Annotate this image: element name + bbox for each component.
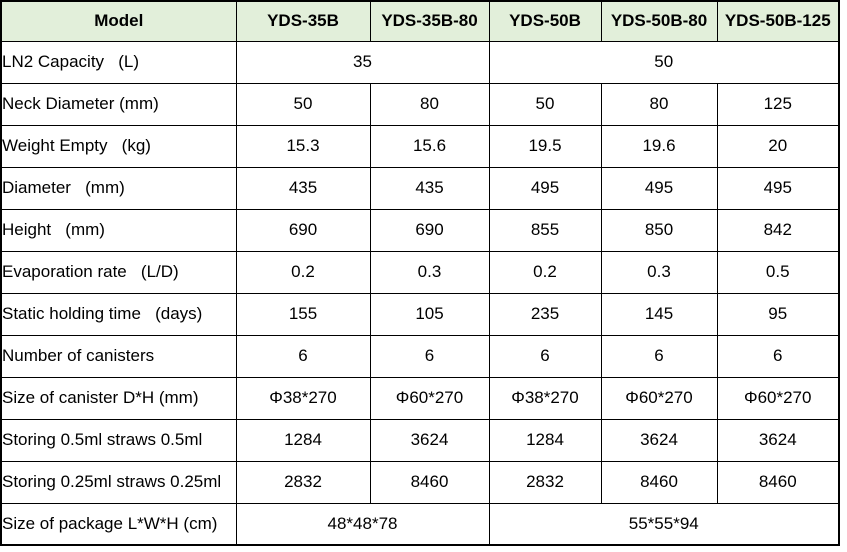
row-label: Size of package L*W*H (cm) bbox=[0, 502, 237, 546]
cell-value: 235 bbox=[488, 292, 602, 336]
cell-value: 850 bbox=[600, 208, 718, 252]
cell-value: 15.6 bbox=[369, 124, 490, 168]
table-row-number-of-canisters: Number of canisters 6 6 6 6 6 bbox=[0, 334, 840, 378]
table-row-neck-diameter: Neck Diameter (mm) 50 80 50 80 125 bbox=[0, 82, 840, 126]
cell-value: 80 bbox=[369, 82, 490, 126]
cell-value: 35 bbox=[235, 40, 490, 84]
cell-value: 20 bbox=[716, 124, 840, 168]
row-label: Neck Diameter (mm) bbox=[0, 82, 237, 126]
cell-value: 690 bbox=[235, 208, 371, 252]
cell-value: 50 bbox=[488, 40, 840, 84]
cell-value: 55*55*94 bbox=[488, 502, 840, 546]
row-label: Number of canisters bbox=[0, 334, 237, 378]
row-label: Storing 0.5ml straws 0.5ml bbox=[0, 418, 237, 462]
cell-value: 495 bbox=[488, 166, 602, 210]
column-header-yds-50b-125: YDS-50B-125 bbox=[716, 0, 840, 42]
column-header-yds-50b: YDS-50B bbox=[488, 0, 602, 42]
cell-value: 690 bbox=[369, 208, 490, 252]
cell-value: 855 bbox=[488, 208, 602, 252]
cell-value: Φ38*270 bbox=[235, 376, 371, 420]
cell-value: 8460 bbox=[600, 460, 718, 504]
row-label: Evaporation rate (L/D) bbox=[0, 250, 237, 294]
cell-value: 3624 bbox=[600, 418, 718, 462]
row-label: Storing 0.25ml straws 0.25ml bbox=[0, 460, 237, 504]
cell-value: 2832 bbox=[488, 460, 602, 504]
cell-value: 495 bbox=[716, 166, 840, 210]
row-label: Height (mm) bbox=[0, 208, 237, 252]
table-row-height: Height (mm) 690 690 855 850 842 bbox=[0, 208, 840, 252]
table-header-row: Model YDS-35B YDS-35B-80 YDS-50B YDS-50B… bbox=[0, 0, 840, 42]
cell-value: 3624 bbox=[369, 418, 490, 462]
cell-value: 50 bbox=[488, 82, 602, 126]
table-row-package-size: Size of package L*W*H (cm) 48*48*78 55*5… bbox=[0, 502, 840, 546]
cell-value: Φ60*270 bbox=[716, 376, 840, 420]
row-label: Size of canister D*H (mm) bbox=[0, 376, 237, 420]
table-row-storing-05ml: Storing 0.5ml straws 0.5ml 1284 3624 128… bbox=[0, 418, 840, 462]
cell-value: 6 bbox=[600, 334, 718, 378]
cell-value: Φ38*270 bbox=[488, 376, 602, 420]
cell-value: 0.2 bbox=[488, 250, 602, 294]
column-header-yds-35b-80: YDS-35B-80 bbox=[369, 0, 490, 42]
cell-value: 0.3 bbox=[600, 250, 718, 294]
row-label: Diameter (mm) bbox=[0, 166, 237, 210]
cell-value: 145 bbox=[600, 292, 718, 336]
column-header-yds-35b: YDS-35B bbox=[235, 0, 371, 42]
cell-value: 80 bbox=[600, 82, 718, 126]
cell-value: 842 bbox=[716, 208, 840, 252]
cell-value: 8460 bbox=[716, 460, 840, 504]
cell-value: 1284 bbox=[488, 418, 602, 462]
cell-value: 105 bbox=[369, 292, 490, 336]
cell-value: Φ60*270 bbox=[369, 376, 490, 420]
cell-value: 495 bbox=[600, 166, 718, 210]
cell-value: 6 bbox=[369, 334, 490, 378]
table-row-static-holding-time: Static holding time (days) 155 105 235 1… bbox=[0, 292, 840, 336]
cell-value: 15.3 bbox=[235, 124, 371, 168]
cell-value: 8460 bbox=[369, 460, 490, 504]
cell-value: 6 bbox=[716, 334, 840, 378]
row-label: Weight Empty (kg) bbox=[0, 124, 237, 168]
cell-value: 19.6 bbox=[600, 124, 718, 168]
table-row-ln2-capacity: LN2 Capacity (L) 35 50 bbox=[0, 40, 840, 84]
table-row-diameter: Diameter (mm) 435 435 495 495 495 bbox=[0, 166, 840, 210]
cell-value: 0.2 bbox=[235, 250, 371, 294]
cell-value: 6 bbox=[488, 334, 602, 378]
cell-value: 435 bbox=[235, 166, 371, 210]
cell-value: 48*48*78 bbox=[235, 502, 490, 546]
row-label: LN2 Capacity (L) bbox=[0, 40, 237, 84]
column-header-yds-50b-80: YDS-50B-80 bbox=[600, 0, 718, 42]
cell-value: 435 bbox=[369, 166, 490, 210]
cell-value: 6 bbox=[235, 334, 371, 378]
column-header-model: Model bbox=[0, 0, 237, 42]
table-row-canister-size: Size of canister D*H (mm) Φ38*270 Φ60*27… bbox=[0, 376, 840, 420]
cell-value: 125 bbox=[716, 82, 840, 126]
cell-value: 0.5 bbox=[716, 250, 840, 294]
cell-value: 50 bbox=[235, 82, 371, 126]
table-row-evaporation-rate: Evaporation rate (L/D) 0.2 0.3 0.2 0.3 0… bbox=[0, 250, 840, 294]
table-row-storing-025ml: Storing 0.25ml straws 0.25ml 2832 8460 2… bbox=[0, 460, 840, 504]
row-label: Static holding time (days) bbox=[0, 292, 237, 336]
cell-value: 155 bbox=[235, 292, 371, 336]
cell-value: 95 bbox=[716, 292, 840, 336]
cell-value: 1284 bbox=[235, 418, 371, 462]
cell-value: 19.5 bbox=[488, 124, 602, 168]
cell-value: Φ60*270 bbox=[600, 376, 718, 420]
cell-value: 3624 bbox=[716, 418, 840, 462]
cell-value: 2832 bbox=[235, 460, 371, 504]
cell-value: 0.3 bbox=[369, 250, 490, 294]
table-row-weight-empty: Weight Empty (kg) 15.3 15.6 19.5 19.6 20 bbox=[0, 124, 840, 168]
